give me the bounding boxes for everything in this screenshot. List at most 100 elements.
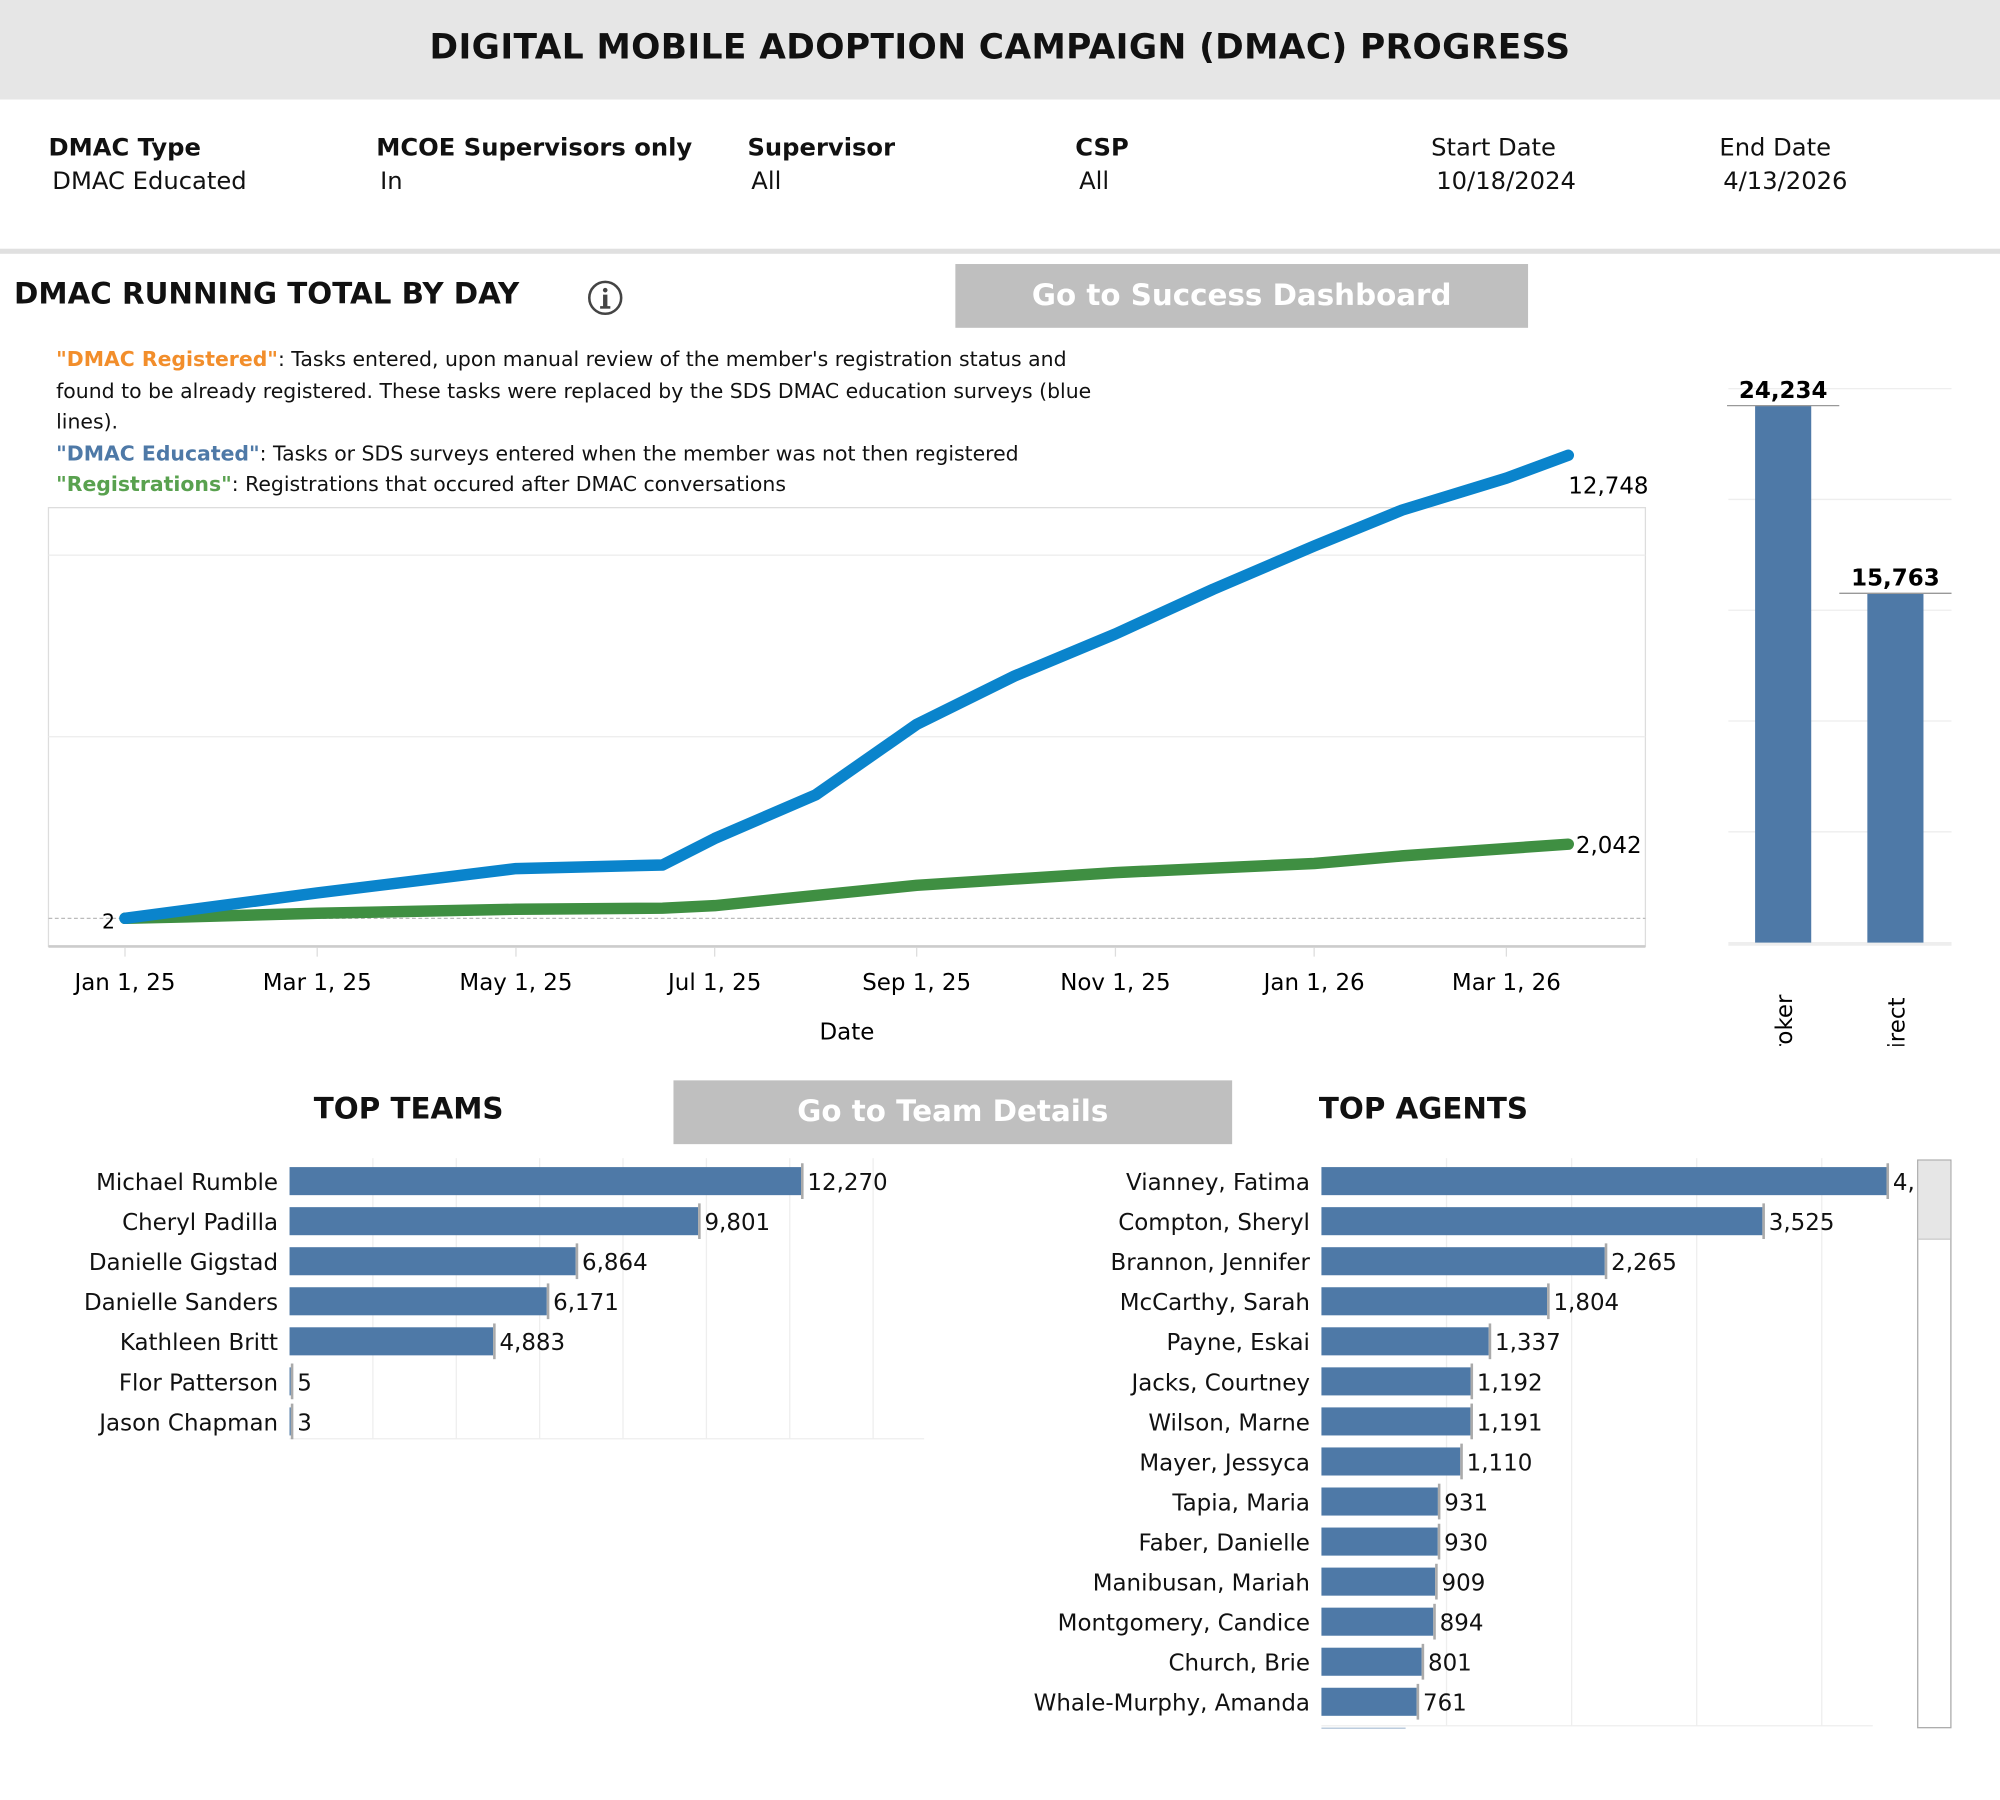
row-label: Faber, Danielle [1139, 1531, 1310, 1557]
filter-csp[interactable]: CSP All [1075, 134, 1128, 195]
bar-value-label: 930 [1444, 1531, 1488, 1557]
bar-value-label: 761 [1423, 1691, 1467, 1717]
bar-partial [1321, 1727, 1406, 1729]
bar [1321, 1207, 1763, 1236]
row-label: Flor Patterson [119, 1370, 278, 1396]
bar-value-label: 1,192 [1477, 1370, 1543, 1396]
bar-value-label: 1,191 [1477, 1410, 1543, 1436]
bar [1321, 1327, 1489, 1356]
running-total-heading: DMAC RUNNING TOTAL BY DAY [14, 278, 520, 312]
row-label: Cheryl Padilla [122, 1210, 278, 1236]
bar-value-label: 4,883 [499, 1330, 565, 1356]
filter-value[interactable]: All [1079, 167, 1110, 196]
bar-value-label: 6,171 [553, 1290, 619, 1316]
row-label: Michael Rumble [96, 1170, 278, 1196]
row-label: Tapia, Maria [1171, 1490, 1310, 1516]
end-value-label: 12,748 [1568, 474, 1648, 500]
legend-key: "DMAC Registered" [56, 346, 278, 372]
bar-value-label: 15,763 [1851, 566, 1940, 592]
legend-registrations: "Registrations": Registrations that occu… [56, 469, 1102, 500]
row-label: Wilson, Marne [1148, 1410, 1310, 1436]
page-title: DIGITAL MOBILE ADOPTION CAMPAIGN (DMAC) … [429, 28, 1571, 68]
bar [1321, 1247, 1605, 1276]
x-tick-label: Jan 1, 26 [1262, 970, 1365, 996]
end-value-label: 2,042 [1576, 833, 1642, 859]
filter-mcoe-supervisors[interactable]: MCOE Supervisors only In [376, 134, 692, 195]
bar-value-label: 12,270 [807, 1170, 887, 1196]
legend-text: : Tasks entered, upon manual review of t… [56, 346, 1092, 434]
filter-label: Start Date [1431, 133, 1556, 162]
filter-value[interactable]: DMAC Educated [52, 167, 247, 196]
header-band [0, 0, 2000, 100]
bar-value-label: 3,525 [1769, 1210, 1835, 1236]
filter-dmac-type[interactable]: DMAC Type DMAC Educated [48, 134, 246, 195]
filter-label: MCOE Supervisors only [376, 133, 693, 162]
divider [0, 248, 2000, 254]
bar-value-label: 909 [1442, 1571, 1486, 1597]
x-tick-label: Mar 1, 26 [1452, 970, 1561, 996]
category-label: Broker [1772, 994, 1798, 1046]
bar [1321, 1567, 1436, 1596]
bar [1321, 1487, 1438, 1516]
running-total-line-chart: Jan 1, 25 Mar 1, 25 May 1, 25 Jul 1, 25 Sep … [47, 449, 1649, 1046]
filter-label: DMAC Type [48, 133, 201, 162]
row-label: Whale-Murphy, Amanda [1034, 1691, 1310, 1717]
legend-educated: "DMAC Educated": Tasks or SDS surveys en… [56, 438, 1102, 469]
filter-label: CSP [1075, 133, 1129, 162]
legend-text: : Tasks or SDS surveys entered when the … [259, 440, 1019, 465]
bar-value-label: 9,801 [704, 1210, 770, 1236]
legend-key: "Registrations" [56, 471, 232, 497]
scrollbar-thumb[interactable] [1918, 1160, 1951, 1240]
bar [1321, 1447, 1461, 1476]
bar [289, 1407, 291, 1436]
filter-end-date[interactable]: End Date 4/13/2026 [1719, 134, 1847, 195]
bar-value-label: 3 [297, 1410, 312, 1436]
bar-broker [1755, 405, 1812, 943]
bar [289, 1327, 494, 1356]
x-tick-label: Jan 1, 25 [72, 970, 175, 996]
x-tick-label: Sep 1, 25 [862, 970, 971, 996]
info-circle-icon[interactable] [587, 279, 624, 316]
x-axis-title: Date [820, 1020, 875, 1046]
bar [1321, 1367, 1471, 1396]
agents-scrollbar[interactable] [1917, 1159, 1952, 1729]
filter-supervisor[interactable]: Supervisor All [747, 134, 895, 195]
bar [289, 1367, 291, 1396]
row-label: Mayer, Jessyca [1139, 1450, 1310, 1476]
bar-value-label: 24,234 [1739, 378, 1828, 404]
go-to-success-dashboard-button[interactable]: Go to Success Dashboard [955, 264, 1529, 328]
filter-label: End Date [1719, 133, 1832, 162]
bar [289, 1167, 802, 1196]
legend-text: : Registrations that occured after DMAC … [231, 471, 786, 497]
filter-value[interactable]: 10/18/2024 [1436, 167, 1576, 196]
go-to-team-details-button[interactable]: Go to Team Details [673, 1080, 1233, 1145]
bar-value-label: 1,337 [1495, 1330, 1561, 1356]
filter-start-date[interactable]: Start Date 10/18/2024 [1431, 134, 1576, 195]
row-label: Kathleen Britt [120, 1330, 278, 1356]
row-label: McCarthy, Sarah [1120, 1290, 1310, 1316]
row-label: Danielle Sanders [84, 1290, 278, 1316]
chart-legend-notes: "DMAC Registered": Tasks entered, upon m… [56, 344, 1102, 500]
filter-label: Supervisor [747, 133, 896, 162]
bar [1321, 1287, 1548, 1316]
legend-key: "DMAC Educated" [56, 440, 260, 465]
filter-value[interactable]: In [380, 167, 403, 196]
bar-value-label: 4,517 [1893, 1170, 1913, 1196]
row-label: Compton, Sheryl [1118, 1210, 1310, 1236]
filter-value[interactable]: All [751, 167, 782, 196]
top-agents-heading: TOP AGENTS [1318, 1093, 1529, 1127]
start-value-label: 2 [102, 910, 115, 934]
top-teams-bar-chart: Michael Rumble 12,270 Cheryl Padilla 9,801 D… [84, 1158, 925, 1440]
bar-value-label: 6,864 [582, 1250, 648, 1276]
bar [1321, 1527, 1438, 1556]
bar [289, 1207, 699, 1236]
type-bar-chart: 24,234 Broker 15,763 Direct [1727, 378, 1952, 1046]
series-line-educated [119, 449, 1575, 925]
x-tick-label: Jul 1, 25 [666, 970, 761, 996]
row-label: Payne, Eskai [1167, 1330, 1310, 1356]
row-label: Vianney, Fatima [1126, 1170, 1310, 1196]
bar [289, 1287, 547, 1316]
top-agents-bar-chart: Vianney, Fatima 4,517 Compton, Sheryl 3,525… [1034, 1158, 1913, 1729]
filter-value[interactable]: 4/13/2026 [1723, 167, 1848, 196]
